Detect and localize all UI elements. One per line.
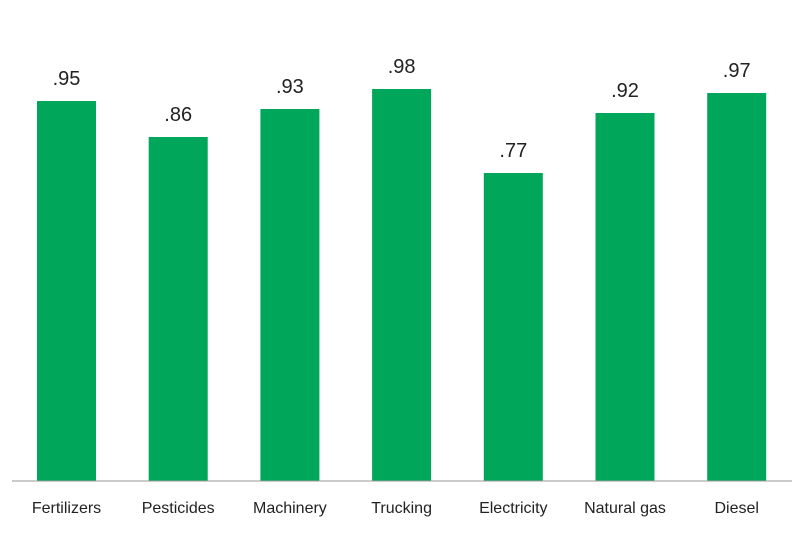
- value-label-diesel: .97: [723, 60, 751, 82]
- bars-group: [37, 89, 767, 481]
- bar-fertilizers: [37, 101, 96, 481]
- category-label-natural-gas: Natural gas: [584, 500, 666, 517]
- bar-trucking: [372, 89, 432, 481]
- category-label-fertilizers: Fertilizers: [32, 500, 101, 517]
- category-label-machinery: Machinery: [253, 500, 327, 517]
- category-label-pesticides: Pesticides: [142, 500, 215, 517]
- value-label-trucking: .98: [388, 56, 416, 78]
- category-labels-group: Fertilizers Pesticides Machinery Trucking El…: [32, 500, 759, 517]
- bar-machinery: [260, 109, 320, 481]
- value-label-machinery: .93: [276, 76, 304, 98]
- category-label-diesel: Diesel: [714, 500, 758, 517]
- category-label-electricity: Electricity: [479, 500, 547, 517]
- bar-natural-gas: [595, 113, 655, 481]
- category-label-trucking: Trucking: [371, 500, 432, 517]
- value-label-pesticides: .86: [164, 104, 192, 126]
- value-label-fertilizers: .95: [53, 68, 81, 90]
- value-label-natural-gas: .92: [611, 80, 639, 102]
- bar-electricity: [483, 173, 543, 481]
- bar-pesticides: [148, 137, 208, 481]
- bar-diesel: [707, 93, 767, 481]
- value-labels-group: .95 .86 .93 .98 .77 .92 .97: [53, 56, 751, 162]
- value-label-electricity: .77: [499, 140, 527, 162]
